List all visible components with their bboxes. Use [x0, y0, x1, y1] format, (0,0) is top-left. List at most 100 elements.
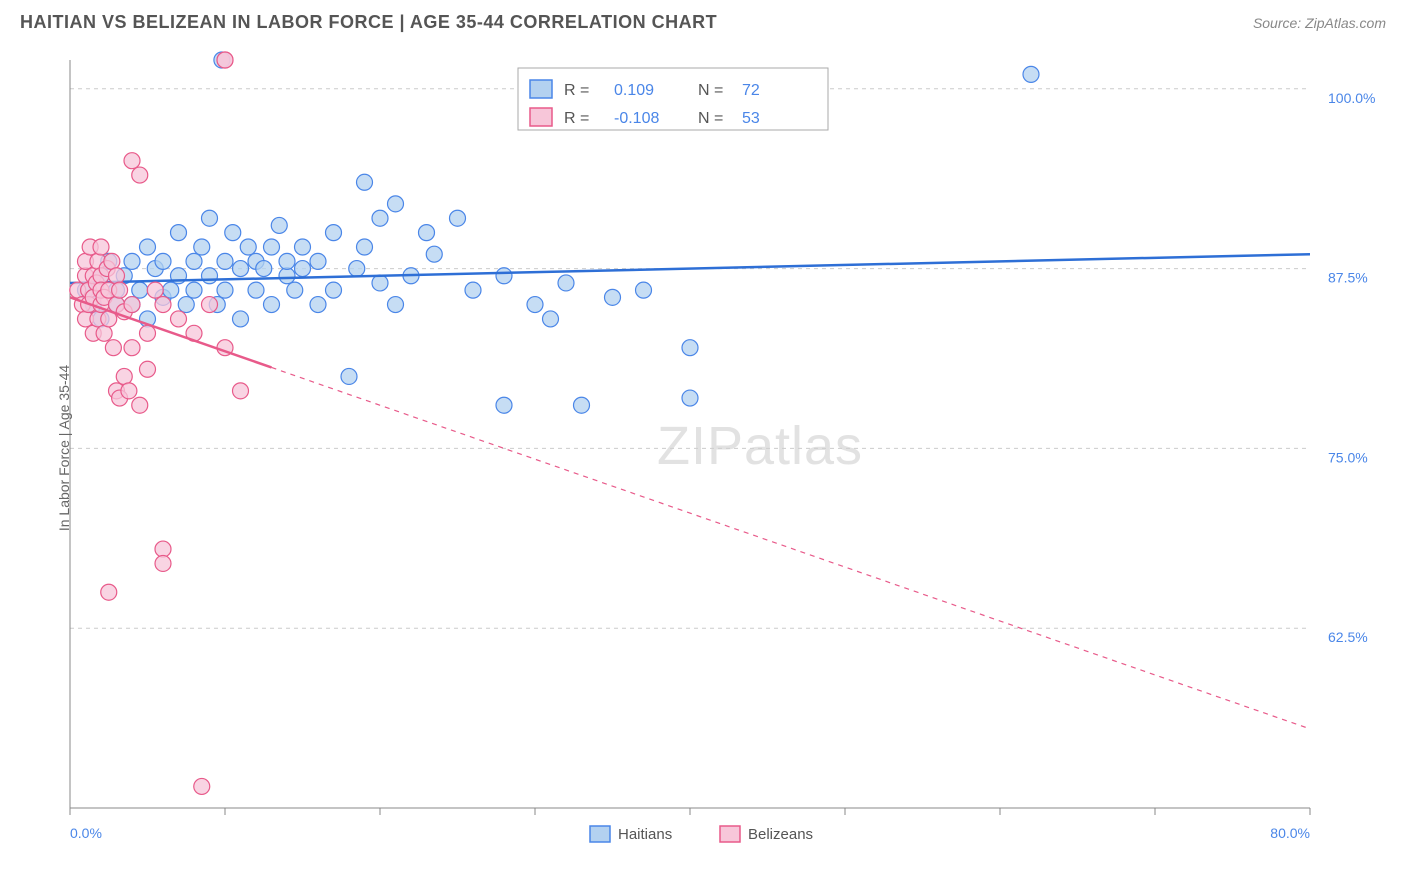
legend-r-label: R =	[564, 82, 589, 99]
scatter-point	[124, 297, 140, 313]
legend-swatch	[590, 826, 610, 842]
chart-header: HAITIAN VS BELIZEAN IN LABOR FORCE | AGE…	[0, 0, 1406, 41]
scatter-point	[171, 311, 187, 327]
scatter-point	[116, 368, 132, 384]
scatter-point	[264, 297, 280, 313]
scatter-point	[357, 239, 373, 255]
scatter-point	[1023, 66, 1039, 82]
scatter-point	[121, 383, 137, 399]
scatter-point	[202, 210, 218, 226]
legend-series-label: Haitians	[618, 826, 672, 843]
x-tick-label: 0.0%	[70, 825, 102, 841]
scatter-point	[543, 311, 559, 327]
scatter-point	[155, 555, 171, 571]
scatter-point	[163, 282, 179, 298]
scatter-point	[202, 268, 218, 284]
x-tick-label: 80.0%	[1270, 825, 1310, 841]
scatter-point	[194, 778, 210, 794]
y-axis-label: In Labor Force | Age 35-44	[56, 365, 72, 531]
scatter-point	[132, 282, 148, 298]
scatter-point	[326, 225, 342, 241]
legend-r-label: R =	[564, 110, 589, 127]
scatter-point	[279, 268, 295, 284]
watermark: ZIPatlas	[657, 416, 863, 476]
scatter-point	[295, 261, 311, 277]
scatter-point	[465, 282, 481, 298]
chart-source: Source: ZipAtlas.com	[1253, 15, 1386, 31]
scatter-point	[140, 325, 156, 341]
scatter-point	[217, 52, 233, 68]
legend-swatch	[720, 826, 740, 842]
y-tick-label: 100.0%	[1328, 90, 1375, 106]
scatter-point	[605, 289, 621, 305]
scatter-point	[233, 261, 249, 277]
scatter-point	[155, 297, 171, 313]
scatter-point	[186, 253, 202, 269]
scatter-point	[140, 239, 156, 255]
scatter-point	[132, 167, 148, 183]
scatter-point	[240, 239, 256, 255]
scatter-point	[101, 584, 117, 600]
scatter-point	[112, 282, 128, 298]
scatter-point	[426, 246, 442, 262]
legend-n-value: 72	[742, 82, 760, 99]
scatter-point	[248, 282, 264, 298]
scatter-point	[279, 253, 295, 269]
scatter-point	[140, 361, 156, 377]
scatter-point	[147, 282, 163, 298]
scatter-point	[178, 297, 194, 313]
scatter-point	[341, 368, 357, 384]
scatter-point	[194, 239, 210, 255]
scatter-point	[233, 383, 249, 399]
legend-r-value: -0.108	[614, 110, 659, 127]
legend-series-label: Belizeans	[748, 826, 813, 843]
legend-r-value: 0.109	[614, 82, 654, 99]
scatter-point	[496, 397, 512, 413]
scatter-point	[225, 225, 241, 241]
scatter-point	[295, 239, 311, 255]
scatter-point	[104, 253, 120, 269]
legend-swatch	[530, 108, 552, 126]
scatter-point	[450, 210, 466, 226]
scatter-point	[388, 196, 404, 212]
scatter-point	[682, 390, 698, 406]
scatter-point	[682, 340, 698, 356]
legend-swatch	[530, 80, 552, 98]
legend-n-value: 53	[742, 110, 760, 127]
y-tick-label: 75.0%	[1328, 449, 1368, 465]
scatter-point	[574, 397, 590, 413]
chart-area: In Labor Force | Age 35-44 62.5% 75.0% 87.…	[50, 48, 1386, 848]
scatter-point	[124, 340, 140, 356]
scatter-point	[271, 217, 287, 233]
scatter-point	[527, 297, 543, 313]
scatter-point	[256, 261, 272, 277]
scatter-point	[558, 275, 574, 291]
scatter-point	[419, 225, 435, 241]
legend-n-label: N =	[698, 110, 723, 127]
scatter-point	[155, 541, 171, 557]
legend-n-label: N =	[698, 82, 723, 99]
scatter-point	[93, 239, 109, 255]
scatter-point	[636, 282, 652, 298]
scatter-point	[155, 253, 171, 269]
scatter-point	[202, 297, 218, 313]
scatter-point	[217, 282, 233, 298]
scatter-point	[124, 253, 140, 269]
scatter-point	[357, 174, 373, 190]
y-tick-label: 62.5%	[1328, 629, 1368, 645]
scatter-point	[310, 253, 326, 269]
scatter-point	[264, 239, 280, 255]
scatter-point	[105, 340, 121, 356]
scatter-point	[109, 268, 125, 284]
scatter-point	[287, 282, 303, 298]
scatter-point	[132, 397, 148, 413]
chart-title: HAITIAN VS BELIZEAN IN LABOR FORCE | AGE…	[20, 12, 717, 33]
scatter-point	[217, 253, 233, 269]
scatter-point	[388, 297, 404, 313]
scatter-point	[372, 210, 388, 226]
scatter-point	[372, 275, 388, 291]
scatter-chart: 62.5% 75.0% 87.5% 100.0% 0.0% 80.0% ZIPatlas R …	[50, 48, 1386, 848]
y-tick-label: 87.5%	[1328, 270, 1368, 286]
scatter-point	[186, 282, 202, 298]
scatter-point	[326, 282, 342, 298]
